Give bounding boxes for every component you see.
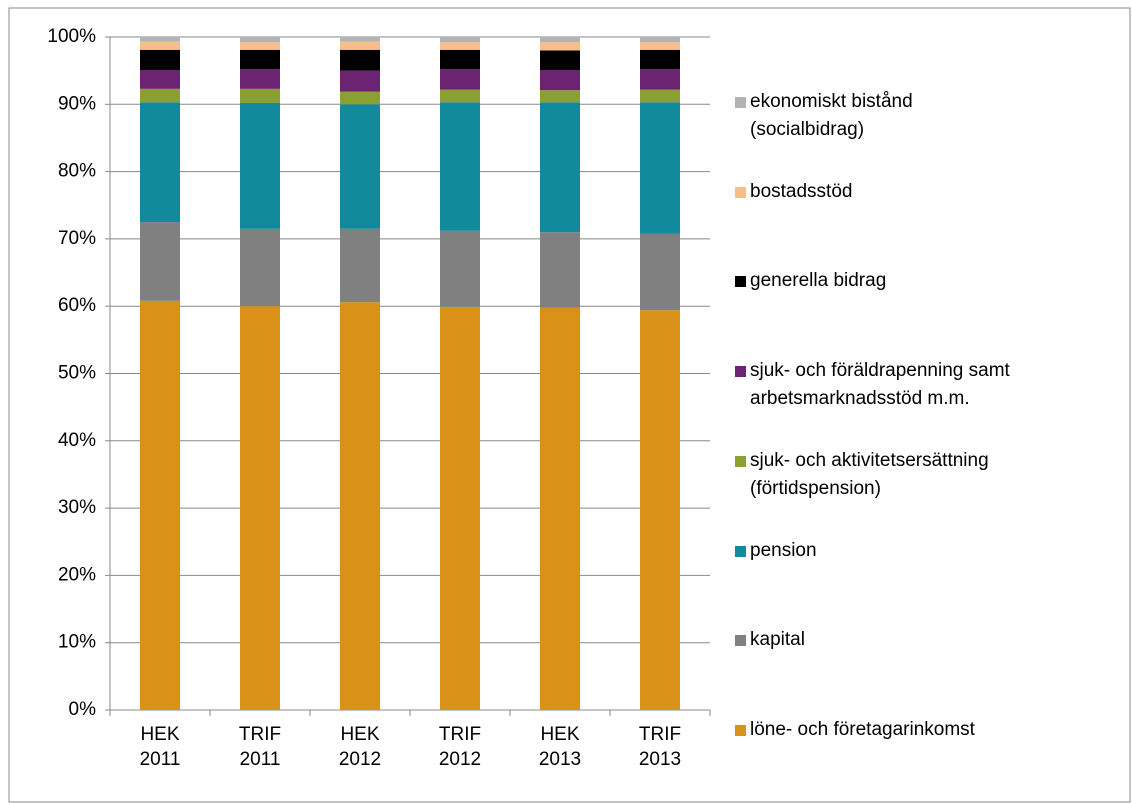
y-tick-label: 20% xyxy=(58,564,96,585)
chart-frame xyxy=(8,7,1131,803)
bar-segment xyxy=(140,222,180,301)
bar-segment xyxy=(140,37,180,42)
bar-segment xyxy=(240,37,280,43)
legend-swatch xyxy=(735,545,746,557)
x-tick-label: HEK 2011 xyxy=(139,724,181,770)
y-tick-label: 0% xyxy=(69,699,97,720)
x-tick-label: HEK 2012 xyxy=(338,724,382,770)
bar-segment xyxy=(140,49,180,70)
legend-label: pension xyxy=(750,539,817,561)
legend-swatch xyxy=(735,186,746,198)
bar-segment xyxy=(440,89,480,103)
bar-segment xyxy=(540,42,580,51)
bar-segment xyxy=(640,37,680,43)
y-tick-label: 10% xyxy=(58,632,96,653)
legend-label: ekonomiskt bistånd (socialbidrag) xyxy=(750,91,913,140)
y-tick-label: 70% xyxy=(58,228,96,249)
legend-label: löne- och företagarinkomst xyxy=(750,718,975,740)
bar-segment xyxy=(140,88,180,103)
legend-item: sjuk- och föräldrapenning samt arbetsmar… xyxy=(735,357,1010,413)
y-tick-label: 60% xyxy=(58,295,96,316)
bar-segment xyxy=(340,302,380,710)
bar-segment xyxy=(440,306,480,710)
bar-segment xyxy=(240,102,280,229)
bar-segment xyxy=(240,42,280,50)
bar-segment xyxy=(540,102,580,233)
legend-label: bostadsstöd xyxy=(750,180,853,202)
legend-label: sjuk- och aktivitetsersättning (förtidsp… xyxy=(750,449,989,499)
legend-item: ekonomiskt bistånd (socialbidrag) xyxy=(735,88,913,144)
bar-segment xyxy=(440,69,480,90)
bar-segment xyxy=(440,42,480,50)
bar-segment xyxy=(540,37,580,43)
legend-swatch xyxy=(735,366,746,378)
x-tick-label: TRIF 2011 xyxy=(238,724,282,770)
y-tick-label: 80% xyxy=(58,161,96,182)
legend-label: generella bidrag xyxy=(750,270,887,292)
bar-segment xyxy=(340,91,380,105)
bar-segment xyxy=(240,49,280,70)
legend-swatch xyxy=(735,635,746,647)
bar-segment xyxy=(640,310,680,710)
bar-segment xyxy=(440,102,480,231)
legend-swatch xyxy=(735,276,746,288)
legend-label: sjuk- och föräldrapenning samt arbetsmar… xyxy=(750,360,1010,410)
bar-segment xyxy=(440,37,480,43)
y-tick-label: 30% xyxy=(58,497,96,518)
legend-item: sjuk- och aktivitetsersättning (förtidsp… xyxy=(735,447,989,503)
bar-segment xyxy=(140,300,180,710)
bar-segment xyxy=(240,69,280,89)
legend-item: kapital xyxy=(735,626,805,654)
bar-segment xyxy=(540,232,580,308)
y-tick-label: 100% xyxy=(47,26,96,47)
x-tick-label: TRIF 2013 xyxy=(638,724,682,770)
bar-segment xyxy=(440,230,480,307)
bar-segment xyxy=(440,49,480,70)
bar-segment xyxy=(540,50,580,70)
bar-segment xyxy=(340,37,380,42)
bar-segment xyxy=(140,69,180,89)
bar-segment xyxy=(640,89,680,103)
bar-segment xyxy=(340,41,380,50)
bar-segment xyxy=(640,233,680,311)
legend-swatch xyxy=(735,724,746,736)
bar-segment xyxy=(140,102,180,223)
legend-swatch xyxy=(735,455,746,467)
bar-segment xyxy=(640,102,680,234)
bar-segment xyxy=(340,104,380,229)
y-tick-label: 50% xyxy=(58,363,96,384)
bar-segment xyxy=(240,228,280,307)
bar-segment xyxy=(540,90,580,103)
legend-swatch xyxy=(735,97,746,108)
bar-segment xyxy=(240,88,280,103)
bar-segment xyxy=(540,307,580,710)
bar-segment xyxy=(140,41,180,50)
bar-segment xyxy=(340,70,380,92)
legend-item: generella bidrag xyxy=(735,267,887,295)
legend-item: pension xyxy=(735,537,817,565)
bar-segment xyxy=(640,69,680,90)
legend-item: löne- och företagarinkomst xyxy=(735,716,975,744)
bar-segment xyxy=(640,42,680,50)
bar-segment xyxy=(340,49,380,71)
bar-segment xyxy=(340,228,380,303)
y-tick-label: 40% xyxy=(58,430,96,451)
x-tick-label: TRIF 2012 xyxy=(438,724,482,770)
y-tick-label: 90% xyxy=(58,93,96,114)
legend-label: kapital xyxy=(750,629,805,651)
bar-segment xyxy=(540,69,580,91)
legend-item: bostadsstöd xyxy=(735,178,853,206)
bar-segment xyxy=(240,306,280,710)
x-tick-label: HEK 2013 xyxy=(538,724,582,770)
bar-segment xyxy=(640,49,680,70)
